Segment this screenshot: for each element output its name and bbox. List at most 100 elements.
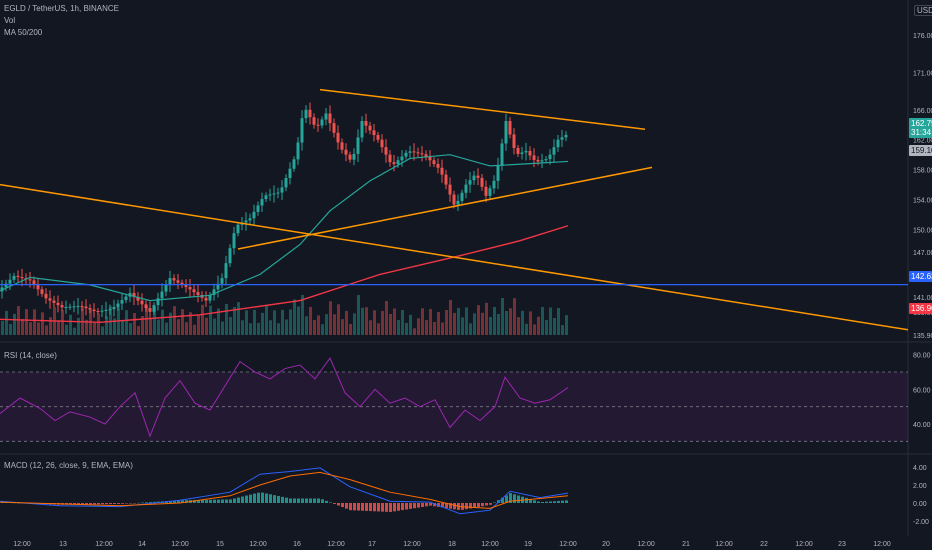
macd-histogram-bar — [529, 499, 532, 503]
volume-bar — [173, 306, 176, 335]
volume-bar — [449, 300, 452, 335]
candle-body — [504, 121, 508, 144]
macd-histogram-bar — [493, 502, 496, 503]
volume-bar — [457, 308, 460, 335]
macd-histogram-bar — [137, 502, 140, 504]
volume-bar — [57, 320, 60, 335]
candle-body — [312, 117, 316, 125]
x-tick-label: 15 — [216, 541, 224, 548]
macd-histogram-bar — [517, 495, 520, 503]
macd-histogram-bar — [257, 492, 260, 503]
volume-bar — [537, 316, 540, 335]
volume-bar — [177, 319, 180, 335]
macd-histogram-bar — [117, 503, 120, 504]
macd-histogram-bar — [341, 503, 344, 508]
volume-bar — [557, 308, 560, 335]
candle-body — [456, 200, 460, 205]
ma200-line — [0, 225, 569, 323]
candle-body — [480, 177, 484, 187]
x-tick-label: 12:00 — [95, 541, 113, 548]
candle-body — [476, 175, 480, 178]
volume-bar — [9, 323, 12, 335]
volume-bar — [29, 322, 32, 335]
macd-histogram-bar — [237, 497, 240, 503]
candle-body — [464, 184, 468, 193]
currency-button[interactable]: USDT — [914, 5, 932, 16]
ma200-badge: 136.96 — [909, 303, 932, 314]
volume-bar — [33, 309, 36, 335]
macd-histogram-bar — [129, 503, 132, 504]
volume-bar — [165, 322, 168, 335]
macd-histogram-bar — [429, 503, 432, 506]
x-tick-label: 23 — [838, 541, 846, 548]
volume-bar — [249, 323, 252, 335]
volume-bar — [225, 304, 228, 335]
macd-histogram-bar — [345, 503, 348, 509]
volume-bar — [509, 308, 512, 335]
y-tick-label: 150.00 — [913, 228, 932, 235]
volume-bar — [521, 310, 524, 335]
macd-histogram-bar — [93, 503, 96, 505]
candle-body — [264, 195, 268, 200]
macd-histogram-bar — [425, 503, 428, 507]
candle-body — [296, 142, 300, 160]
volume-bar — [525, 323, 528, 335]
macd-histogram-bar — [553, 501, 556, 503]
candle-body — [300, 118, 304, 143]
macd-histogram-bar — [361, 503, 364, 511]
macd-histogram-bar — [541, 501, 544, 503]
volume-bar — [41, 312, 44, 335]
macd-histogram-bar — [181, 500, 184, 503]
volume-bar — [297, 306, 300, 335]
macd-histogram-bar — [169, 500, 172, 503]
volume-bar — [145, 306, 148, 335]
macd-histogram-bar — [397, 503, 400, 511]
macd-histogram-bar — [149, 502, 152, 503]
candle-body — [228, 248, 232, 264]
volume-bar — [301, 295, 304, 335]
candle-body — [544, 159, 548, 161]
volume-bar — [141, 316, 144, 335]
volume-bar — [501, 298, 504, 335]
volume-bar — [273, 310, 276, 335]
candle-body — [360, 121, 364, 138]
volume-bar — [333, 314, 336, 335]
candle-body — [276, 192, 280, 194]
candle-body — [420, 153, 424, 155]
volume-bar — [461, 317, 464, 335]
volume-bar — [397, 320, 400, 335]
candle-body — [408, 151, 412, 153]
macd-histogram-bar — [445, 503, 448, 509]
candle-body — [412, 151, 416, 153]
candle-body — [356, 137, 360, 154]
x-tick-label: 12:00 — [559, 541, 577, 548]
candle-body — [196, 292, 200, 295]
candle-body — [96, 311, 100, 313]
candle-body — [364, 121, 368, 126]
volume-bar — [421, 308, 424, 335]
macd-histogram-bar — [197, 499, 200, 503]
candle-body — [32, 280, 36, 285]
x-tick-label: 12:00 — [637, 541, 655, 548]
volume-bar — [341, 319, 344, 335]
candle-body — [288, 168, 292, 179]
volume-bar — [245, 310, 248, 335]
macd-histogram-bar — [77, 503, 80, 505]
trendline-long-descending — [0, 183, 909, 331]
macd-histogram-bar — [153, 501, 156, 503]
candle-body — [280, 187, 284, 193]
candle-body — [520, 152, 524, 154]
volume-bar — [169, 312, 172, 335]
macd-line — [0, 467, 569, 515]
candle-body — [220, 278, 224, 284]
macd-histogram-bar — [353, 503, 356, 511]
macd-histogram-bar — [369, 503, 372, 512]
macd-histogram-bar — [105, 503, 108, 505]
candle-body — [472, 175, 476, 181]
volume-bar — [197, 314, 200, 335]
candle-body — [404, 152, 408, 157]
volume-bar — [513, 298, 516, 335]
rsi-tick-label: 40.00 — [913, 422, 931, 429]
candle-body — [212, 289, 216, 295]
